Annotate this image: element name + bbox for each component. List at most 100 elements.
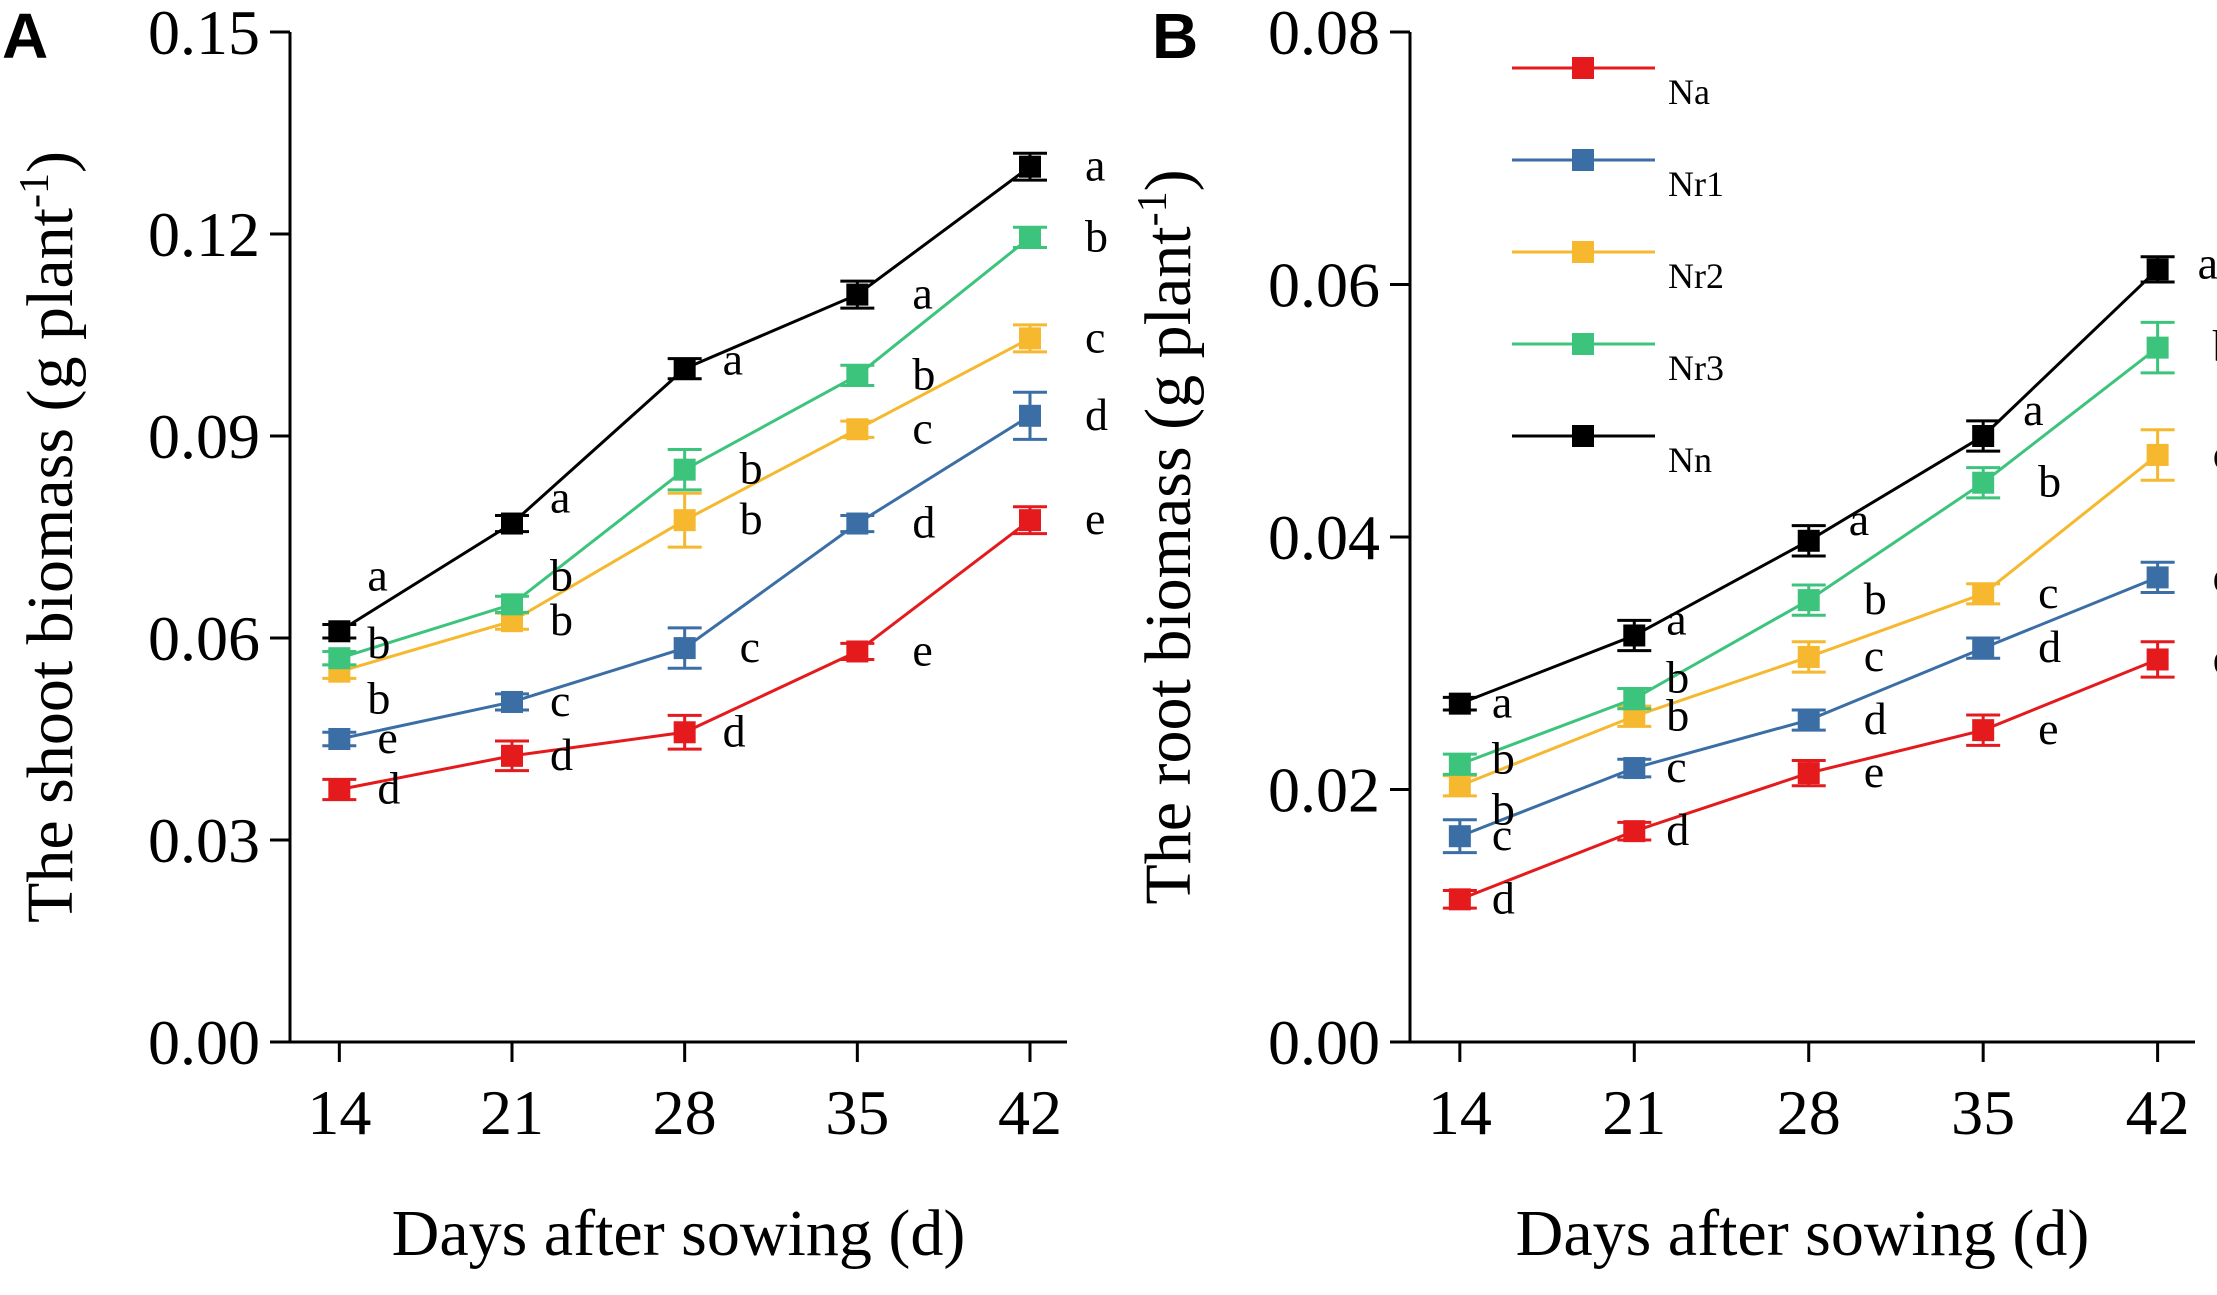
significance-label: d: [723, 705, 746, 756]
data-point: [1019, 226, 1041, 249]
significance-label: b: [1085, 210, 1108, 261]
y-tick-label: 0.06: [148, 603, 260, 674]
data-point: [501, 512, 523, 535]
significance-label: c: [1492, 809, 1512, 860]
y-tick-label: 0.09: [148, 401, 260, 472]
data-point: [501, 593, 523, 616]
legend-label: Nr2: [1668, 256, 1724, 296]
significance-label: e: [2213, 632, 2217, 683]
data-point: [1623, 705, 1646, 728]
significance-label: a: [367, 549, 387, 600]
legend-label: Nr1: [1668, 164, 1724, 204]
x-tick-label: 42: [998, 1077, 1062, 1148]
data-point: [1797, 762, 1820, 785]
legend-label: Nn: [1668, 440, 1712, 480]
legend-item-nr3: Nr3: [1512, 333, 1724, 388]
significance-label: a: [1849, 494, 1869, 545]
significance-label: c: [2038, 567, 2058, 618]
data-point: [673, 357, 696, 380]
data-point: [2146, 648, 2169, 671]
significance-label: d: [912, 497, 935, 548]
data-point: [1972, 637, 1995, 660]
data-point: [846, 364, 869, 387]
y-axis-title-close: ): [1132, 169, 1205, 191]
significance-label: d: [1864, 693, 1887, 744]
data-point: [1448, 753, 1471, 776]
significance-label: a: [2198, 237, 2217, 288]
significance-label: b: [367, 673, 390, 724]
x-tick-label: 21: [480, 1077, 544, 1148]
data-point: [673, 637, 696, 660]
significance-label: b: [2038, 456, 2061, 507]
y-tick-label: 0.15: [148, 0, 260, 68]
legend-marker: [1572, 149, 1594, 171]
legend-marker: [1572, 425, 1594, 447]
significance-label: d: [550, 729, 573, 780]
series-na: d d d e e: [322, 493, 1105, 814]
y-tick-label: 0.03: [148, 805, 260, 876]
data-point: [1972, 582, 1995, 605]
significance-label: a: [2023, 384, 2043, 435]
legend-label: Na: [1668, 72, 1710, 112]
significance-label: b: [550, 594, 573, 645]
significance-label: d: [377, 763, 400, 814]
data-point: [1623, 687, 1646, 710]
data-point: [501, 744, 523, 767]
y-axis-title-main: The shoot biomass (g plant: [14, 208, 87, 923]
y-tick-label: 0.06: [1268, 250, 1380, 321]
data-point: [1019, 509, 1041, 532]
significance-label: b: [550, 549, 573, 600]
significance-label: b: [367, 617, 390, 668]
significance-label: d: [2038, 621, 2061, 672]
significance-label: b: [912, 348, 935, 399]
significance-label: a: [1666, 593, 1686, 644]
data-point: [673, 458, 696, 481]
significance-label: a: [912, 268, 932, 319]
data-point: [1972, 719, 1995, 742]
data-point: [328, 647, 351, 670]
data-point: [1448, 825, 1471, 848]
x-axis-title: Days after sowing (d): [392, 1197, 966, 1270]
data-point: [673, 509, 696, 532]
significance-label: a: [550, 472, 570, 523]
significance-label: e: [2038, 703, 2058, 754]
significance-label: b: [740, 493, 763, 544]
significance-label: c: [2213, 428, 2217, 479]
x-tick-label: 35: [825, 1077, 889, 1148]
significance-label: e: [1085, 493, 1105, 544]
data-point: [846, 512, 869, 535]
significance-label: a: [723, 334, 743, 385]
data-point: [846, 640, 869, 663]
y-tick-label: 0.12: [148, 199, 260, 270]
significance-label: c: [1864, 630, 1884, 681]
panel-letter: A: [2, 0, 48, 72]
significance-label: b: [1864, 573, 1887, 624]
significance-label: e: [912, 624, 932, 675]
legend: Na Nr1 Nr2 Nr3 Nn: [1512, 57, 1724, 480]
data-point: [2146, 443, 2169, 466]
y-axis-title-superscript: -1: [12, 173, 58, 208]
data-point: [2146, 566, 2169, 589]
data-point: [1448, 774, 1471, 797]
data-point: [328, 728, 351, 750]
significance-label: b: [1492, 784, 1515, 835]
x-tick-label: 42: [2126, 1077, 2190, 1148]
data-point: [846, 418, 869, 441]
significance-label: c: [1666, 741, 1686, 792]
x-axis-title: Days after sowing (d): [1516, 1197, 2090, 1270]
data-point: [1448, 692, 1471, 715]
panel-a-shoot-biomass-chart: A 0.00 0.03 0.06 0.09 0.12 0.15 14 21 28 35 42 Days …: [2, 0, 1108, 1270]
significance-label: b: [2213, 321, 2217, 372]
x-tick-label: 14: [1428, 1077, 1492, 1148]
legend-marker: [1572, 241, 1594, 263]
series-nr2: bbccc: [1442, 428, 2217, 835]
significance-label: d: [1085, 389, 1108, 440]
data-point: [846, 283, 869, 306]
series-nn: a a a a a: [1442, 237, 2217, 728]
y-tick-label: 0.00: [148, 1007, 260, 1078]
